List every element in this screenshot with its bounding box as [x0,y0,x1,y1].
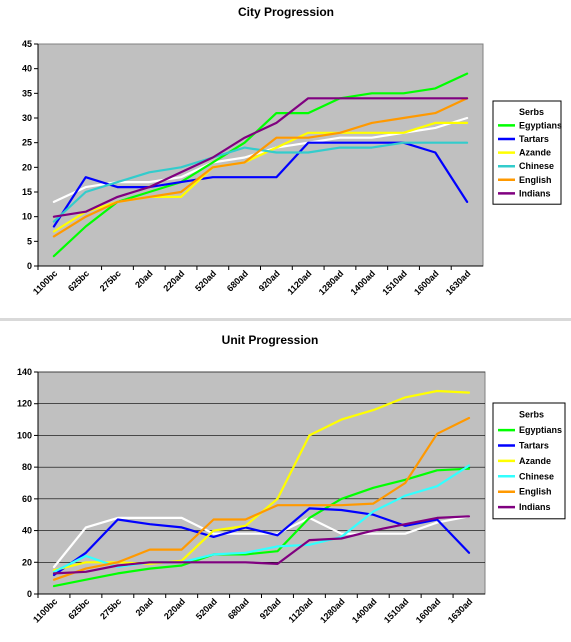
chart1-xtick-label-1510ad: 1510ad [380,268,409,297]
chart2-xtick-label-1100bc: 1100bc [31,596,59,624]
chart1-legend-label-tartars: Tartars [519,134,549,144]
chart2-xtick-label-1600ad: 1600ad [414,596,443,625]
chart1-ytick-label: 25 [22,138,32,148]
chart2-ytick-label: 120 [17,399,32,409]
chart2-ytick-label: 40 [22,526,32,536]
chart1-xtick-label-1600ad: 1600ad [412,268,441,297]
chart1-ytick-label: 40 [22,64,32,74]
chart2-ytick-label: 0 [27,589,32,599]
chart1-xtick-label-920ad: 920ad [257,268,282,293]
chart1-xtick-label-220ad: 220ad [161,268,186,293]
chart2-xtick-label-275bc: 275bc [98,596,123,621]
chart2-series-egyptians [52,467,471,588]
chart1-ytick-label: 30 [22,113,32,123]
chart2-xtick-label-1400ad: 1400ad [350,596,379,625]
chart2-legend-label-chinese: Chinese [519,471,554,481]
chart2-series-serbs [52,515,471,569]
chart2-ytick-label: 20 [22,557,32,567]
chart1-legend-label-serbs: Serbs [519,107,544,117]
chart1-legend-label-indians: Indians [519,188,551,198]
chart1-xtick-label-20ad: 20ad [133,268,155,290]
city-progression-chart: City Progression 0 5 10 15 20 25 30 35 40 45 1100bc… [0,0,571,318]
chart2-xtick-label-625bc: 625bc [66,596,91,621]
chart1-xtick-label-1100bc: 1100bc [31,268,59,296]
chart2-plot-area [37,371,486,595]
chart1-ytick-label: 20 [22,162,32,172]
unit-progression-chart: Unit Progression 0 20 40 60 80 100 120 140 1100bc… [0,322,571,637]
chart2-legend-label-azande: Azande [519,456,551,466]
chart2-xtick-label-220ad: 220ad [162,596,187,621]
chart2-series-indians [52,515,471,575]
chart2-legend-label-tartars: Tartars [519,441,549,451]
chart1-legend-label-azande: Azande [519,148,551,158]
chart1-xtick-label-275bc: 275bc [98,268,123,293]
chart1-ytick-label: 45 [22,39,32,49]
city-progression-svg: City Progression 0 5 10 15 20 25 30 35 40 45 1100bc… [22,5,562,297]
chart2-xtick-label-1630ad: 1630ad [446,596,475,625]
chart1-xtick-label-1400ad: 1400ad [349,268,378,297]
chart1-xtick-label-520ad: 520ad [193,268,218,293]
chart1-ytick-label: 0 [27,261,32,271]
chart2-legend-label-english: English [519,487,552,497]
chart1-title: City Progression [238,5,334,19]
chart2-ytick-label: 100 [17,430,32,440]
chart-divider [0,318,571,321]
chart1-ytick-label: 5 [27,236,32,246]
chart2-series-chinese [52,464,471,573]
chart2-ytick-label: 60 [22,494,32,504]
chart2-xtick-label-20ad: 20ad [134,596,156,618]
chart2-title: Unit Progression [222,333,319,347]
chart1-ytick-label: 10 [22,212,32,222]
chart2-xtick-label-520ad: 520ad [194,596,219,621]
chart2-series-tartars [52,507,471,577]
chart1-series-indians [52,97,469,218]
chart2-legend-label-indians: Indians [519,502,551,512]
chart1-xtick-label-680ad: 680ad [225,268,250,293]
chart2-ytick-label: 80 [22,462,32,472]
unit-progression-svg: Unit Progression 0 20 40 60 80 100 120 140 1100bc… [17,333,566,625]
chart1-ytick-label: 15 [22,187,32,197]
chart1-xtick-label-1120ad: 1120ad [285,268,313,296]
chart1-series-english [52,97,469,238]
chart1-legend-label-egyptians: Egyptians [519,120,562,130]
chart2-xtick-label-1120ad: 1120ad [287,596,315,624]
chart2-xtick-label-1510ad: 1510ad [382,596,411,625]
chart1-xtick-label-1630ad: 1630ad [444,268,473,297]
chart1-xtick-label-625bc: 625bc [66,268,91,293]
chart2-xtick-label-1280ad: 1280ad [318,596,347,625]
chart2-xtick-label-680ad: 680ad [226,596,251,621]
chart2-ytick-label: 140 [17,367,32,377]
chart1-legend-label-english: English [519,175,552,185]
chart1-xtick-label-1280ad: 1280ad [317,268,346,297]
chart2-series-english [52,416,471,581]
chart2-legend-label-egyptians: Egyptians [519,425,562,435]
chart2-xtick-label-920ad: 920ad [258,596,283,621]
chart1-ytick-label: 35 [22,88,32,98]
chart1-legend-label-chinese: Chinese [519,161,554,171]
chart2-legend-label-serbs: Serbs [519,410,544,420]
